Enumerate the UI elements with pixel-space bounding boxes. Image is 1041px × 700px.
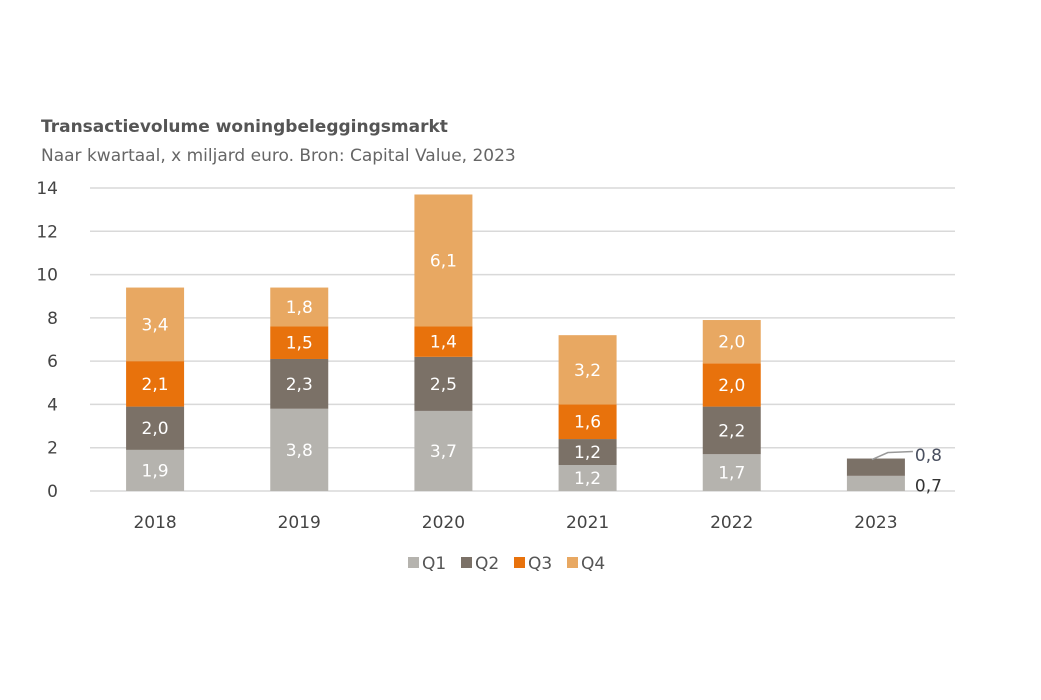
x-tick-label: 2023 [854, 513, 897, 533]
data-label: 0,7 [915, 476, 942, 496]
legend-swatch-q4 [567, 557, 578, 568]
chart-title: Transactievolume woningbeleggingsmarkt [41, 117, 448, 137]
data-label: 1,8 [286, 298, 313, 318]
data-label: 3,8 [286, 441, 313, 461]
bar-q2-2023 [846, 458, 905, 476]
data-label: 1,2 [574, 469, 601, 489]
leader-line [871, 450, 913, 461]
bar-q4-2022 [702, 320, 761, 364]
data-label: 2,1 [142, 375, 169, 395]
bar-q4-2018 [126, 287, 185, 362]
legend-label: Q1 [422, 554, 446, 574]
bar-q1-2023 [846, 475, 905, 491]
y-tick-label: 12 [36, 222, 58, 242]
data-label: 2,2 [718, 421, 745, 441]
bar-q1-2019 [270, 408, 329, 491]
legend-label: Q3 [528, 554, 552, 574]
legend-swatch-q3 [514, 557, 525, 568]
bar-q2-2022 [702, 406, 761, 455]
data-label: 2,3 [286, 375, 313, 395]
bar-q3-2020 [414, 326, 473, 357]
x-tick-label: 2019 [278, 513, 321, 533]
bar-q3-2022 [702, 363, 761, 407]
x-tick-label: 2018 [133, 513, 176, 533]
bar-q2-2018 [126, 406, 185, 450]
data-label: 2,5 [430, 375, 457, 395]
x-tick-label: 2021 [566, 513, 609, 533]
data-label: 1,6 [574, 413, 601, 433]
y-tick-label: 10 [36, 266, 58, 286]
data-label: 3,4 [142, 315, 169, 335]
data-label: 3,2 [574, 361, 601, 381]
data-label: 2,0 [718, 376, 745, 396]
chart-subtitle: Naar kwartaal, x miljard euro. Bron: Cap… [41, 146, 516, 166]
data-label: 1,7 [718, 464, 745, 484]
data-label: 0,8 [915, 446, 942, 466]
bar-q1-2018 [126, 449, 185, 491]
data-label: 6,1 [430, 252, 457, 272]
data-label: 1,2 [574, 443, 601, 463]
y-tick-label: 8 [47, 309, 58, 329]
x-tick-label: 2022 [710, 513, 753, 533]
bar-q1-2021 [558, 465, 617, 491]
data-label: 1,4 [430, 333, 457, 353]
y-tick-label: 0 [47, 482, 58, 502]
y-tick-label: 2 [47, 439, 58, 459]
data-label: 3,7 [430, 442, 457, 462]
data-label: 2,0 [142, 419, 169, 439]
legend-label: Q4 [581, 554, 605, 574]
bar-q3-2018 [126, 361, 185, 407]
bar-q1-2022 [702, 454, 761, 491]
bar-q2-2020 [414, 356, 473, 411]
data-label: 1,5 [286, 334, 313, 354]
y-tick-label: 4 [47, 395, 58, 415]
bar-q4-2021 [558, 335, 617, 405]
legend-swatch-q2 [461, 557, 472, 568]
bar-q4-2020 [414, 194, 473, 327]
legend-label: Q2 [475, 554, 499, 574]
bar-q4-2019 [270, 287, 329, 327]
bar-q2-2021 [558, 439, 617, 466]
data-label: 2,0 [718, 333, 745, 353]
legend-swatch-q1 [408, 557, 419, 568]
bar-q2-2019 [270, 358, 329, 409]
y-tick-label: 14 [36, 179, 58, 199]
bar-q3-2021 [558, 404, 617, 440]
x-tick-label: 2020 [422, 513, 465, 533]
bar-q1-2020 [414, 410, 473, 491]
bar-q3-2019 [270, 326, 329, 359]
data-label: 1,9 [142, 461, 169, 481]
y-tick-label: 6 [47, 352, 58, 372]
